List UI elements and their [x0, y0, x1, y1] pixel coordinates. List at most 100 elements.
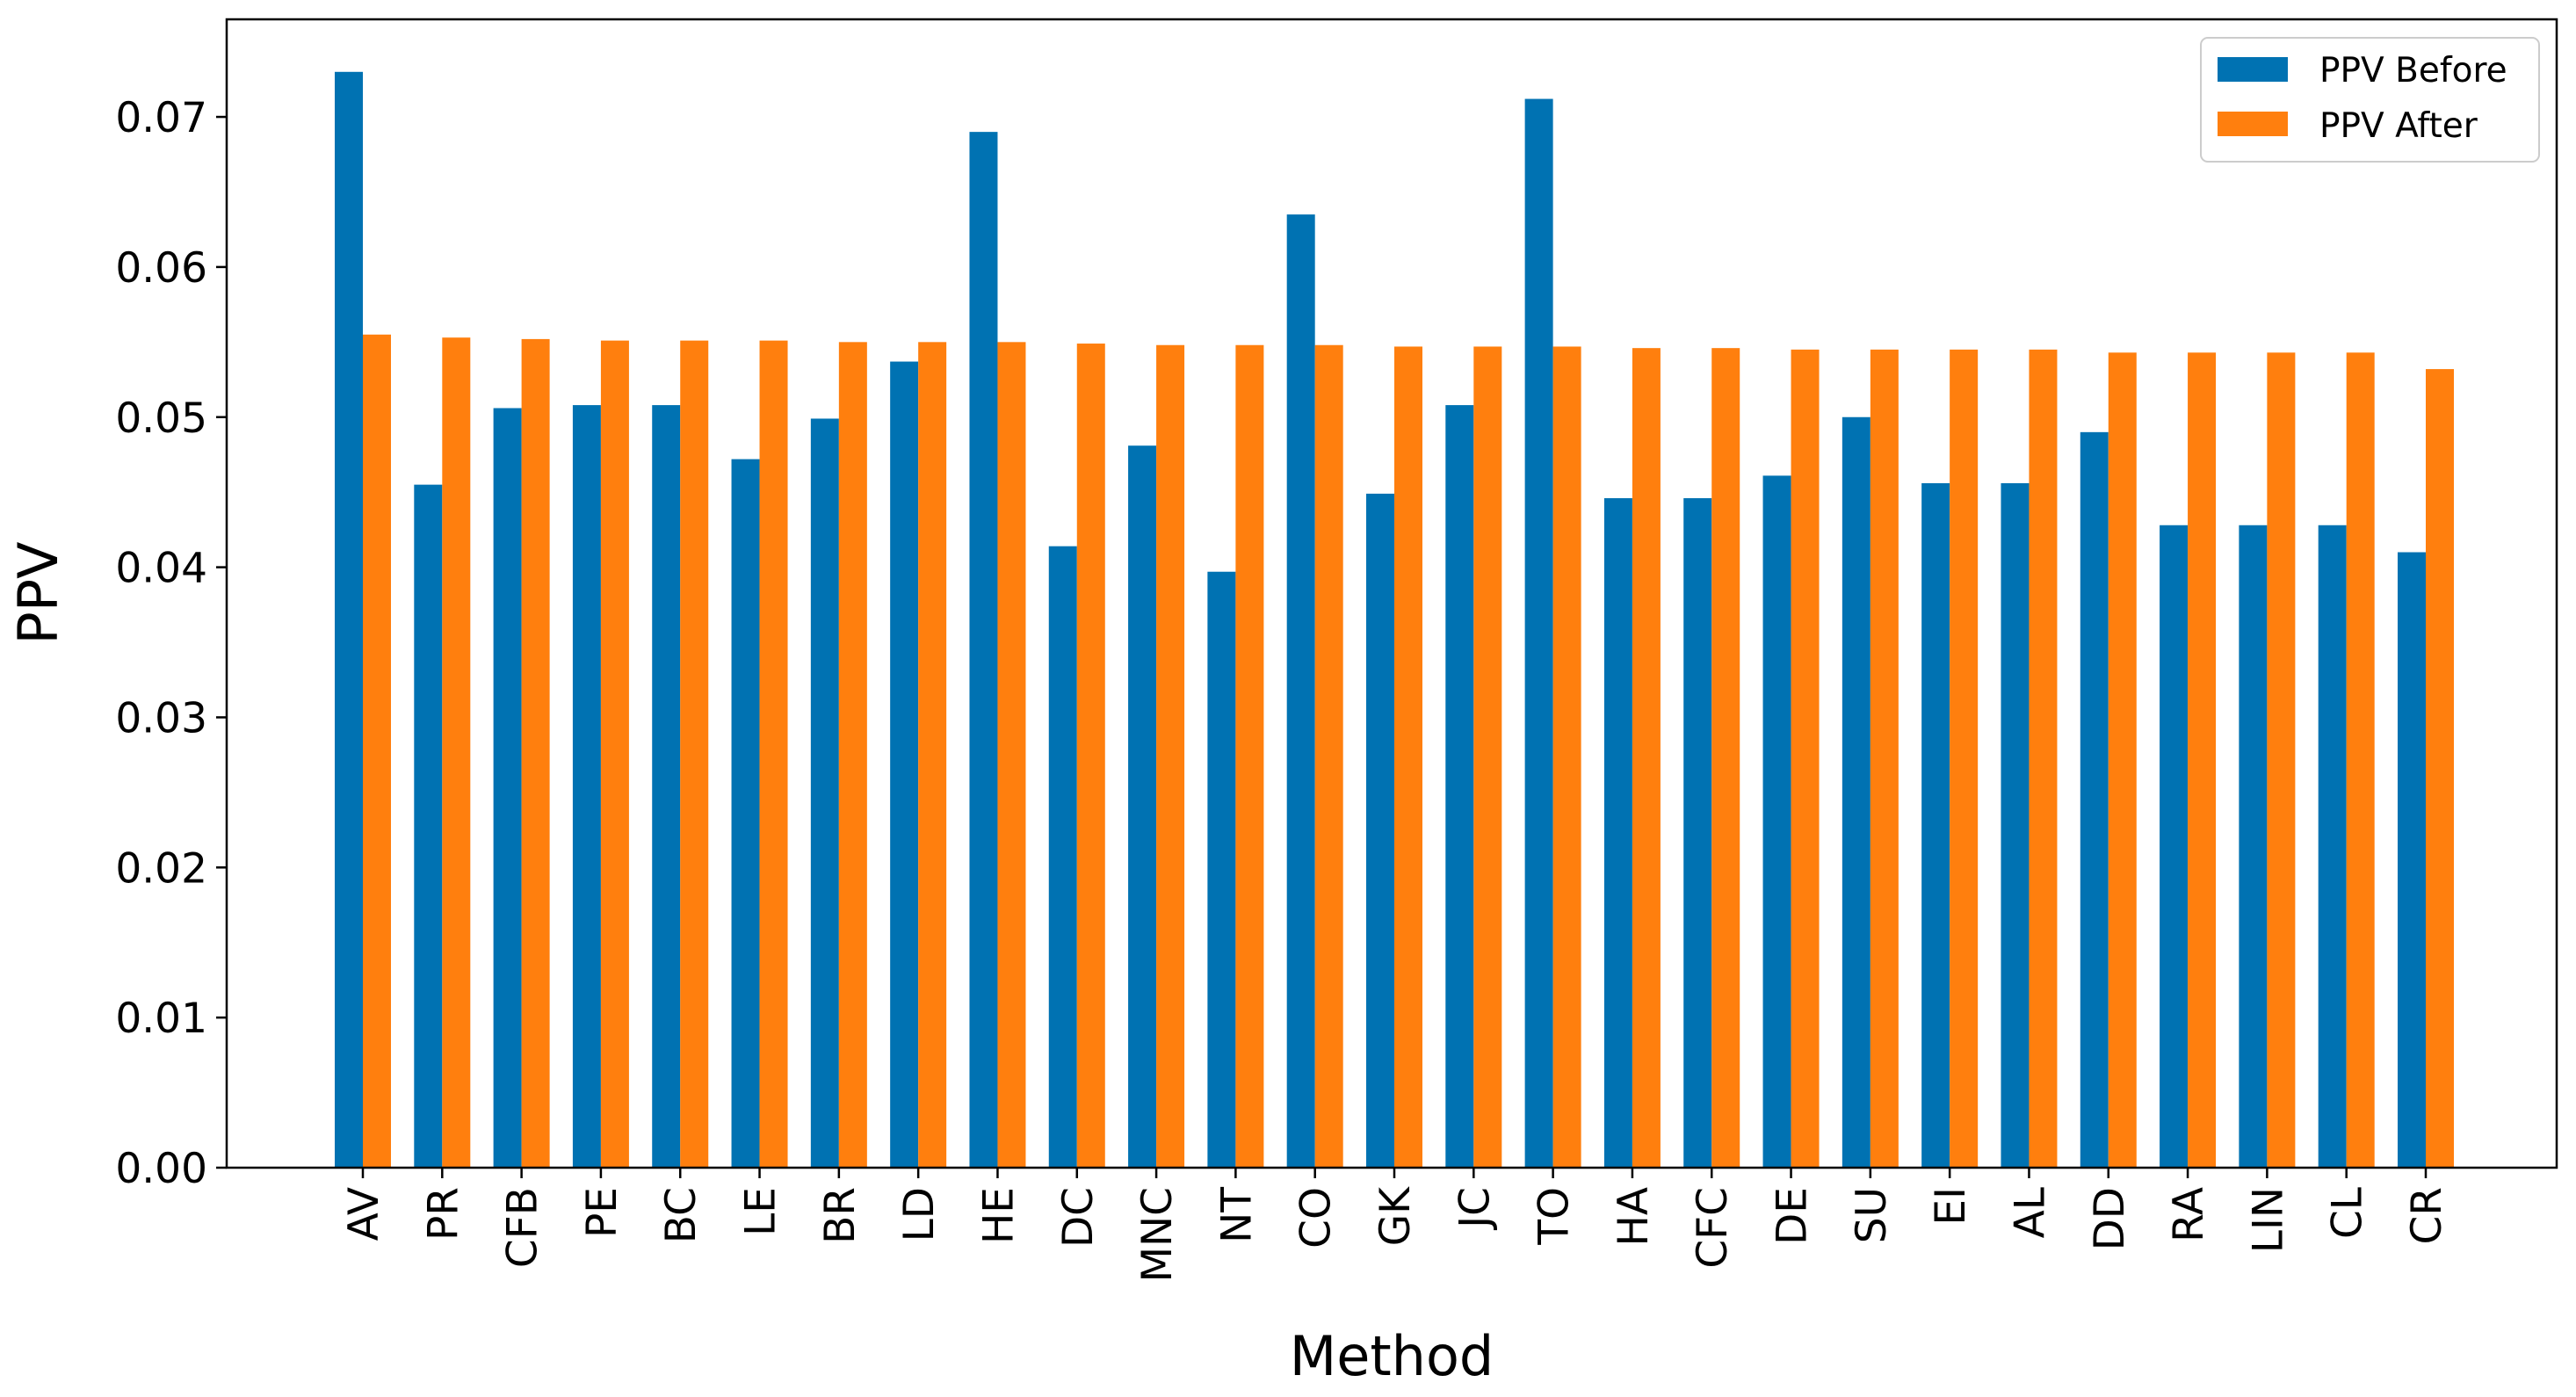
- bar-after-br: [838, 342, 867, 1168]
- bar-before-pr: [414, 484, 443, 1168]
- bar-before-av: [335, 71, 363, 1169]
- y-tick-label: 0.02: [115, 844, 207, 893]
- bar-before-co: [1286, 214, 1315, 1168]
- bars-layer: [335, 71, 2454, 1169]
- bar-before-cfb: [493, 408, 522, 1169]
- bar-before-cl: [2318, 525, 2347, 1168]
- bar-after-co: [1314, 344, 1343, 1169]
- bar-before-to: [1524, 98, 1553, 1169]
- bar-before-ei: [1921, 482, 1950, 1168]
- x-tick-label-lin: LIN: [2244, 1187, 2292, 1253]
- bar-before-dd: [2080, 431, 2109, 1168]
- bar-after-he: [997, 342, 1026, 1168]
- x-tick-label-ld: LD: [895, 1187, 944, 1241]
- y-tick-label: 0.04: [115, 545, 207, 593]
- y-tick-label: 0.01: [115, 995, 207, 1043]
- bar-after-mnc: [1156, 344, 1185, 1169]
- x-tick-label-cfc: CFC: [1689, 1187, 1737, 1269]
- x-tick-label-pr: PR: [419, 1187, 467, 1241]
- bar-before-ld: [890, 361, 919, 1169]
- bar-before-cr: [2398, 552, 2426, 1168]
- legend-label-before: PPV Before: [2319, 51, 2507, 90]
- y-axis: 0.00 0.01 0.02 0.03 0.04 0.05 0.06 0.07: [115, 94, 227, 1193]
- bar-after-ra: [2188, 352, 2217, 1169]
- x-tick-label-ha: HA: [1610, 1187, 1658, 1247]
- bar-after-nt: [1235, 344, 1264, 1169]
- bar-before-jc: [1445, 405, 1474, 1169]
- x-tick-label-dc: DC: [1054, 1187, 1103, 1248]
- y-tick-label: 0.00: [115, 1145, 207, 1193]
- bar-after-bc: [680, 340, 709, 1168]
- bar-before-gk: [1366, 493, 1394, 1168]
- x-tick-label-le: LE: [737, 1187, 785, 1236]
- x-tick-label-nt: NT: [1212, 1187, 1261, 1243]
- bar-before-su: [1842, 416, 1870, 1168]
- bar-before-br: [810, 418, 839, 1168]
- bar-after-cfc: [1711, 348, 1740, 1169]
- bar-before-he: [969, 132, 998, 1169]
- bar-after-to: [1552, 346, 1581, 1169]
- x-tick-label-al: AL: [2006, 1187, 2054, 1238]
- bar-before-al: [2001, 482, 2030, 1168]
- bar-after-cr: [2426, 369, 2454, 1169]
- bar-before-dc: [1048, 546, 1077, 1168]
- x-tick-label-co: CO: [1292, 1187, 1341, 1249]
- legend-swatch-before: [2218, 57, 2288, 82]
- bar-before-cfc: [1683, 498, 1712, 1168]
- y-axis-title: PPV: [6, 541, 70, 644]
- bar-before-lin: [2239, 525, 2268, 1168]
- bar-after-ld: [918, 342, 947, 1168]
- bar-before-le: [731, 459, 760, 1168]
- bar-after-al: [2029, 349, 2058, 1169]
- bar-after-dd: [2108, 352, 2137, 1169]
- legend: PPV Before PPV After: [2200, 37, 2540, 163]
- bar-after-de: [1791, 349, 1820, 1169]
- bar-after-cl: [2346, 352, 2375, 1169]
- bar-before-de: [1762, 475, 1791, 1168]
- y-tick-label: 0.07: [115, 94, 207, 142]
- x-tick-label-dd: DD: [2086, 1187, 2134, 1250]
- bar-before-ra: [2160, 525, 2189, 1168]
- bar-after-ei: [1950, 349, 1979, 1169]
- y-tick-label: 0.03: [115, 694, 207, 742]
- x-tick-label-pe: PE: [578, 1187, 626, 1238]
- bar-before-ha: [1603, 498, 1632, 1168]
- bar-before-bc: [652, 405, 681, 1169]
- x-tick-label-he: HE: [974, 1187, 1023, 1244]
- bar-after-su: [1870, 349, 1899, 1169]
- bar-before-mnc: [1128, 445, 1157, 1168]
- bar-after-pr: [442, 337, 471, 1168]
- x-tick-label-br: BR: [816, 1187, 865, 1244]
- x-tick-label-cfb: CFB: [499, 1187, 547, 1268]
- x-tick-label-su: SU: [1848, 1187, 1896, 1243]
- bar-after-ha: [1632, 348, 1661, 1169]
- bar-before-nt: [1207, 571, 1236, 1168]
- bar-after-av: [363, 334, 391, 1168]
- y-tick-label: 0.05: [115, 394, 207, 443]
- legend-label-after: PPV After: [2319, 106, 2478, 146]
- x-tick-label-de: DE: [1769, 1187, 1817, 1245]
- plot-frame: [225, 18, 2558, 1169]
- y-tick-label: 0.06: [115, 244, 207, 293]
- bar-before-pe: [572, 405, 601, 1169]
- bar-after-gk: [1394, 346, 1422, 1169]
- x-tick-label-to: TO: [1530, 1187, 1579, 1246]
- x-tick-label-gk: GK: [1371, 1186, 1420, 1246]
- x-tick-label-jc: JC: [1451, 1187, 1499, 1231]
- x-tick-label-cr: CR: [2403, 1187, 2451, 1244]
- bar-after-dc: [1076, 344, 1105, 1169]
- bar-after-lin: [2267, 352, 2296, 1169]
- x-axis: AV PR CFB PE BC LE BR LD HE DC MNC NT CO GK JC TO HA CFC D…: [340, 1168, 2451, 1283]
- x-tick-label-av: AV: [340, 1187, 388, 1241]
- legend-swatch-after: [2218, 112, 2288, 136]
- x-tick-label-ra: RA: [2165, 1187, 2213, 1242]
- bar-after-cfb: [521, 338, 550, 1168]
- x-tick-label-mnc: MNC: [1133, 1187, 1182, 1283]
- bar-after-jc: [1473, 346, 1502, 1169]
- x-tick-label-cl: CL: [2324, 1187, 2372, 1239]
- bar-after-pe: [600, 340, 629, 1168]
- x-tick-label-bc: BC: [657, 1187, 706, 1243]
- x-tick-label-ei: EI: [1927, 1187, 1975, 1226]
- bar-after-le: [759, 340, 788, 1168]
